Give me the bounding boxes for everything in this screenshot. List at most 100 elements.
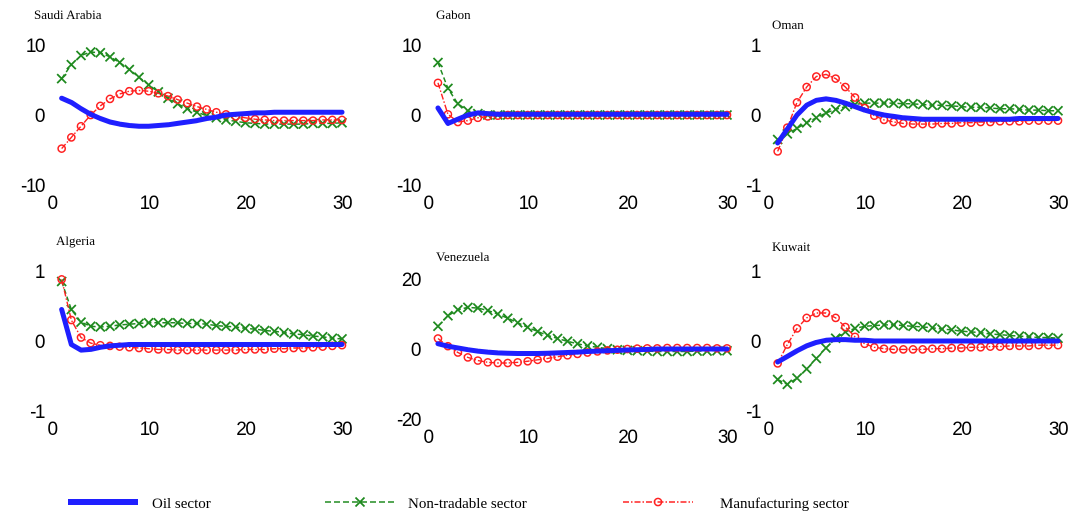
point-nontradable: [985, 102, 996, 114]
point-nontradable: [512, 317, 523, 328]
point-nontradable: [859, 321, 870, 332]
x-tick-label: 30: [718, 193, 737, 214]
point-manufacturing: [802, 82, 812, 92]
x-tick-label: 30: [333, 193, 352, 214]
x-tick-label: 0: [47, 193, 57, 214]
point-nontradable: [56, 73, 67, 84]
point-manufacturing: [831, 74, 841, 83]
point-nontradable: [133, 72, 145, 83]
point-nontradable: [66, 59, 77, 70]
point-nontradable: [772, 374, 783, 385]
point-nontradable: [791, 372, 803, 384]
series-line-nontradable: [777, 324, 1059, 386]
point-manufacturing: [937, 344, 947, 354]
panel-title: Oman: [772, 17, 804, 32]
point-nontradable: [917, 321, 928, 333]
point-nontradable: [124, 64, 135, 75]
y-tick-label: -1: [746, 402, 761, 423]
point-manufacturing: [889, 345, 899, 354]
point-manufacturing: [811, 308, 821, 318]
point-nontradable: [820, 107, 832, 119]
y-tick-label: -20: [397, 410, 421, 431]
x-tick-label: 30: [1049, 419, 1068, 440]
point-nontradable: [869, 320, 880, 331]
point-manufacturing: [327, 115, 337, 125]
point-manufacturing: [782, 340, 792, 349]
point-nontradable: [259, 325, 270, 336]
point-manufacturing: [279, 116, 289, 125]
point-nontradable: [1033, 104, 1044, 116]
point-nontradable: [432, 321, 444, 332]
y-tick-label: 1: [751, 36, 761, 57]
point-nontradable: [820, 342, 832, 354]
point-manufacturing: [811, 72, 821, 81]
point-nontradable: [898, 98, 909, 109]
point-nontradable: [811, 112, 822, 123]
point-manufacturing: [95, 101, 105, 111]
point-manufacturing: [250, 114, 260, 124]
point-manufacturing: [182, 98, 192, 108]
point-nontradable: [888, 97, 899, 109]
y-tick-label: 20: [402, 270, 421, 291]
point-manufacturing: [947, 343, 957, 353]
point-nontradable: [869, 97, 880, 109]
point-manufacturing: [192, 102, 202, 111]
legend-label: Non-tradable sector: [408, 496, 527, 512]
x-tick-label: 10: [856, 193, 875, 214]
legend-item-manufacturing: Manufacturing sector: [623, 496, 849, 512]
x-tick-label: 10: [519, 193, 538, 214]
x-tick-label: 20: [952, 419, 971, 440]
point-manufacturing: [463, 353, 473, 362]
point-manufacturing: [966, 342, 976, 352]
point-nontradable: [830, 104, 841, 115]
point-nontradable: [220, 321, 232, 332]
legend-label: Oil sector: [152, 496, 211, 512]
point-manufacturing: [483, 357, 493, 367]
y-tick-label: 1: [751, 262, 761, 283]
point-manufacturing: [260, 115, 270, 125]
y-tick-label: 0: [411, 340, 421, 361]
point-nontradable: [965, 326, 977, 338]
point-nontradable: [975, 327, 986, 338]
point-nontradable: [994, 103, 1006, 114]
point-nontradable: [801, 363, 812, 375]
point-manufacturing: [976, 342, 986, 352]
legend-label: Manufacturing sector: [720, 496, 849, 512]
series-line-oil: [59, 307, 345, 353]
point-manufacturing: [898, 345, 908, 354]
legend-marker-manufacturing: [653, 497, 663, 507]
point-nontradable: [1043, 105, 1054, 116]
point-nontradable: [442, 83, 454, 94]
point-nontradable: [878, 97, 890, 109]
point-manufacturing: [124, 86, 134, 96]
point-nontradable: [936, 100, 948, 111]
point-nontradable: [114, 57, 125, 68]
x-tick-label: 10: [140, 419, 159, 440]
point-nontradable: [936, 323, 948, 335]
x-tick-label: 20: [236, 193, 255, 214]
point-nontradable: [1004, 330, 1015, 341]
point-nontradable: [975, 102, 986, 113]
point-nontradable: [965, 102, 977, 113]
series-line-oil: [59, 95, 345, 129]
point-nontradable: [927, 100, 938, 111]
point-manufacturing: [927, 344, 937, 354]
point-manufacturing: [433, 78, 443, 88]
point-manufacturing: [956, 343, 966, 353]
panel-title: Kuwait: [772, 239, 811, 254]
point-manufacturing: [840, 322, 850, 332]
y-tick-label: 0: [751, 332, 761, 353]
x-tick-label: 30: [333, 419, 352, 440]
point-manufacturing: [869, 342, 879, 352]
series-line-manufacturing: [61, 89, 342, 150]
point-nontradable: [85, 46, 96, 58]
point-nontradable: [482, 305, 493, 316]
point-nontradable: [95, 47, 106, 58]
panel-title: Algeria: [56, 233, 95, 248]
series-line-nontradable: [437, 62, 727, 116]
panel-title: Gabon: [436, 7, 471, 22]
point-nontradable: [801, 117, 812, 128]
